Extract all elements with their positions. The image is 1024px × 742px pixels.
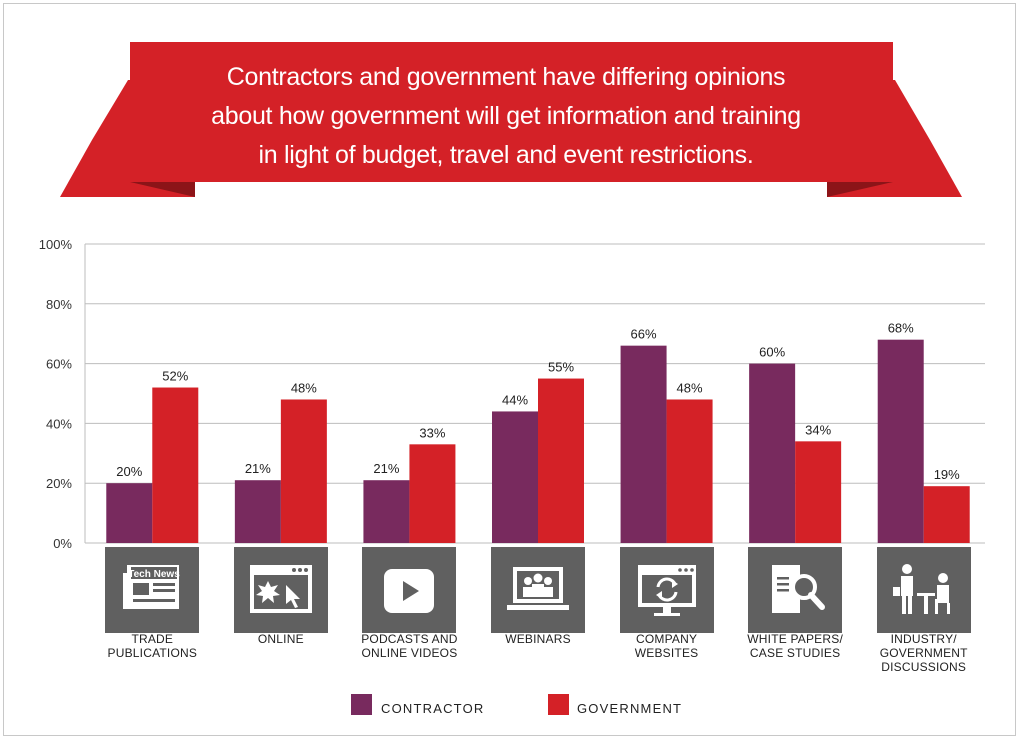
category-label-line: PUBLICATIONS <box>107 646 198 660</box>
video-play-icon <box>384 569 435 613</box>
ytick-label: 40% <box>46 416 72 431</box>
category-label-line: CASE STUDIES <box>749 646 841 660</box>
data-label-government: 48% <box>291 380 317 395</box>
category-icon-box <box>362 547 457 633</box>
bar-contractor <box>492 411 538 543</box>
ytick-label: 80% <box>46 297 72 312</box>
category-icon-box: Tech News <box>105 547 200 633</box>
document-magnifier-icon <box>772 565 826 613</box>
category-label-line: WEBINARS <box>505 632 571 646</box>
title-line-1: Contractors and government have differin… <box>226 63 786 91</box>
data-label-government: 55% <box>548 360 574 375</box>
bar-contractor <box>363 480 410 543</box>
bar-government <box>795 441 842 543</box>
category-label-line: ONLINE <box>257 632 304 646</box>
bar-government <box>152 387 199 543</box>
meeting-people-icon <box>892 564 950 614</box>
category-icon-box <box>876 547 971 633</box>
title-banner <box>60 42 962 197</box>
bar-contractor <box>106 483 153 543</box>
data-label-government: 34% <box>805 422 831 437</box>
ytick-label: 20% <box>46 476 72 491</box>
category-label-line: GOVERNMENT <box>879 646 968 660</box>
category-label-line: TRADE <box>131 632 174 646</box>
svg-text:Tech News: Tech News <box>129 569 181 580</box>
legend-label-government: GOVERNMENT <box>577 701 683 716</box>
data-label-government: 33% <box>419 425 445 440</box>
category-icon-box <box>491 547 585 633</box>
category-label: WEBINARS <box>468 632 608 646</box>
category-label-line: WHITE PAPERS/ <box>747 632 843 646</box>
data-label-contractor: 21% <box>373 461 399 476</box>
category-label-line: DISCUSSIONS <box>881 660 967 674</box>
category-label: ONLINE <box>211 632 351 646</box>
bar-contractor <box>877 339 924 543</box>
category-label-line: COMPANY <box>635 632 698 646</box>
bar-government <box>538 378 584 543</box>
data-label-government: 19% <box>934 467 960 482</box>
category-icon-box <box>619 547 714 633</box>
data-label-contractor: 68% <box>888 321 914 336</box>
category-label-line: PODCASTS AND <box>361 632 458 646</box>
category-label: COMPANY WEBSITES <box>597 632 737 660</box>
category-label: TRADE PUBLICATIONS <box>82 632 222 660</box>
bar-contractor <box>749 363 796 543</box>
legend-swatch-contractor <box>351 694 372 715</box>
title-line-3: in light of budget, travel and event res… <box>258 141 754 169</box>
bar-government <box>923 486 970 543</box>
data-label-government: 48% <box>677 380 703 395</box>
category-label-line: WEBSITES <box>634 646 699 660</box>
browser-cursor-icon <box>249 565 312 613</box>
ytick-label: 0% <box>53 536 72 551</box>
data-label-contractor: 20% <box>116 464 142 479</box>
ytick-label: 60% <box>46 357 72 372</box>
data-label-contractor: 60% <box>759 345 785 360</box>
legend-swatch-government <box>548 694 569 715</box>
category-icon-box <box>233 547 328 633</box>
category-label: WHITE PAPERS/CASE STUDIES <box>725 632 865 660</box>
bar-government <box>280 399 327 543</box>
category-label: PODCASTS AND ONLINE VIDEOS <box>339 632 479 660</box>
webinar-laptop-icon <box>507 567 569 610</box>
chart-title: Contractors and government have differin… <box>150 58 862 175</box>
category-label-line: ONLINE VIDEOS <box>361 646 458 660</box>
newspaper-icon: Tech News <box>123 565 181 609</box>
category-icon-box <box>748 547 843 633</box>
bar-government <box>409 444 456 543</box>
title-line-2: about how government will get informatio… <box>211 102 801 130</box>
refresh-monitor-icon <box>637 565 696 616</box>
category-label-line: INDUSTRY/ <box>890 632 957 646</box>
data-label-contractor: 21% <box>245 461 271 476</box>
ytick-label: 100% <box>39 237 73 252</box>
bar-contractor <box>234 480 281 543</box>
data-label-government: 52% <box>162 369 188 384</box>
data-label-contractor: 66% <box>631 327 657 342</box>
bar-contractor <box>620 345 667 543</box>
bar-government <box>666 399 713 543</box>
data-label-contractor: 44% <box>502 392 528 407</box>
category-label: INDUSTRY/GOVERNMENT DISCUSSIONS <box>854 632 994 674</box>
legend-label-contractor: CONTRACTOR <box>381 701 485 716</box>
